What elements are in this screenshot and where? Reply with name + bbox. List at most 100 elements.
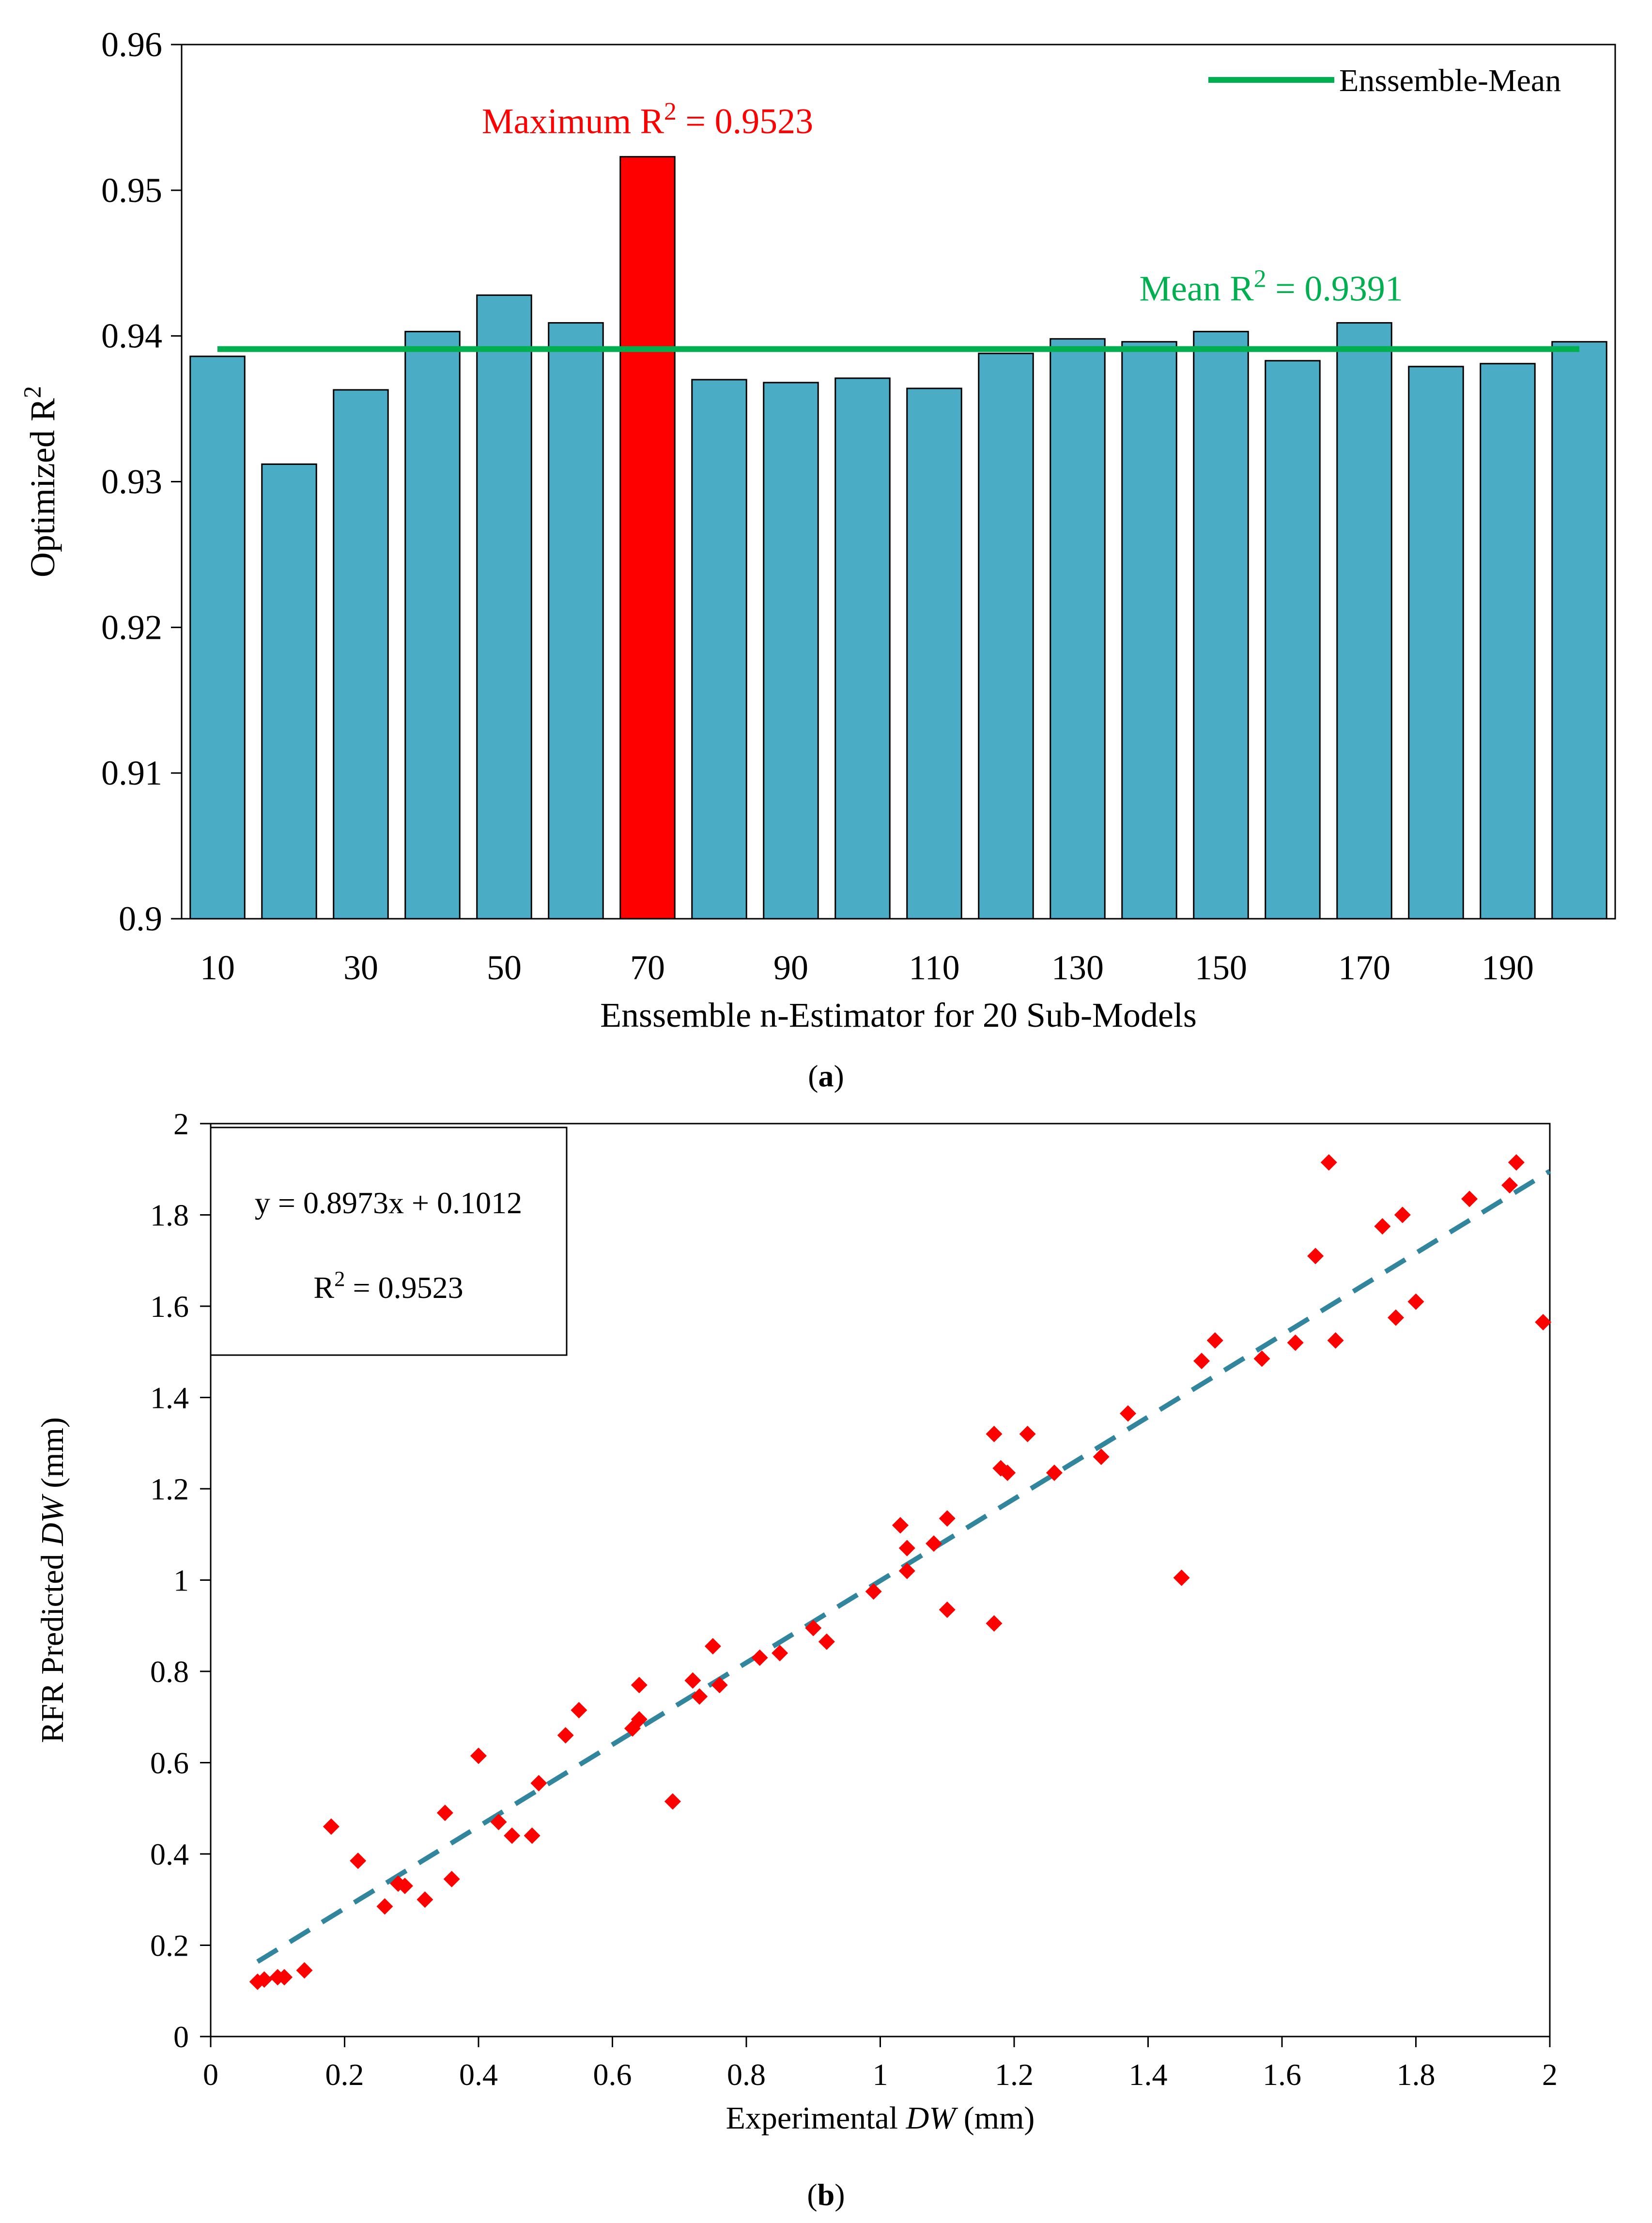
y-tick-label-b: 0.6 <box>150 1746 189 1780</box>
data-point <box>490 1814 507 1831</box>
data-point <box>999 1465 1016 1482</box>
data-point <box>530 1775 547 1791</box>
x-tick-label-a: 70 <box>630 948 665 987</box>
data-point <box>805 1620 822 1636</box>
x-tick-label-a: 190 <box>1482 948 1534 987</box>
x-tick-label-b: 0.6 <box>593 2057 632 2092</box>
data-point <box>249 1973 266 1990</box>
y-tick-label-b: 2 <box>173 1109 189 1141</box>
x-tick-label-a: 90 <box>773 948 808 987</box>
x-tick-label-a: 110 <box>909 948 959 987</box>
data-point <box>296 1962 313 1979</box>
r2-label: R2 = 0.9523 <box>313 1266 463 1305</box>
bar <box>1050 338 1106 920</box>
bar <box>763 382 819 920</box>
y-tick-label-b: 0 <box>173 2020 189 2054</box>
data-point <box>571 1702 587 1719</box>
data-point <box>986 1425 1003 1442</box>
data-point <box>1501 1177 1518 1194</box>
data-point <box>865 1583 882 1600</box>
legend-label: Enssemble-Mean <box>1339 63 1561 98</box>
data-point <box>939 1510 956 1527</box>
y-tick-label-a: 0.9 <box>119 899 162 938</box>
data-point <box>376 1898 393 1915</box>
x-tick-label-b: 0.2 <box>325 2057 364 2092</box>
data-point <box>1206 1332 1223 1349</box>
chart-b: 0 0.2 0.4 0.6 0.8 1 1.2 1.4 1.6 1.8 2 0 0.2 0.4 0.6 0.8… <box>35 1109 1558 2136</box>
equation-label: y = 0.8973x + 0.1012 <box>255 1186 522 1220</box>
bar <box>189 355 246 920</box>
x-axis-title-a: Enssemble n-Estimator for 20 Sub-Models <box>600 996 1197 1034</box>
y-tick-label-b: 1.6 <box>150 1289 189 1324</box>
x-tick-label-b: 0.8 <box>727 2057 766 2092</box>
data-point <box>504 1827 521 1844</box>
data-point <box>350 1852 367 1869</box>
bar <box>978 353 1034 920</box>
data-point <box>1307 1248 1324 1265</box>
data-point <box>691 1688 708 1705</box>
y-tick-label-a: 0.92 <box>101 608 162 647</box>
data-point <box>772 1645 788 1662</box>
y-tick-label-b: 1.8 <box>150 1198 189 1233</box>
x-tick-label-b: 1.2 <box>995 2057 1034 2092</box>
y-tick-label-b: 1.2 <box>150 1472 189 1506</box>
data-point <box>443 1870 460 1887</box>
y-tick-label-a: 0.94 <box>101 317 162 355</box>
max-annotation: Maximum R2 = 0.9523 <box>482 98 813 142</box>
x-tick-label-a: 170 <box>1338 948 1390 987</box>
data-point <box>1407 1293 1424 1310</box>
y-tick-label-a: 0.95 <box>101 171 162 210</box>
equation-box <box>210 1127 568 1356</box>
bar <box>1408 366 1464 920</box>
x-tick-label-a: 50 <box>487 948 522 987</box>
bar <box>404 331 461 920</box>
x-tick-label-b: 1.4 <box>1129 2057 1168 2092</box>
data-point <box>323 1818 340 1835</box>
caption-a-letter: a <box>818 1059 834 1093</box>
data-point <box>1388 1309 1405 1326</box>
data-point <box>1535 1313 1552 1330</box>
data-point <box>631 1677 648 1694</box>
caption-a: (a) <box>808 1059 844 1093</box>
y-tick-label-b: 1.4 <box>150 1381 189 1415</box>
x-tick-label-b: 0 <box>203 2057 218 2092</box>
x-axis-title-b: Experimental DW (mm) <box>726 2100 1035 2136</box>
data-point <box>470 1747 487 1764</box>
data-point <box>664 1793 681 1810</box>
y-axis-title-b: RFR Predicted DW (mm) <box>35 1417 70 1743</box>
bar <box>1551 341 1607 920</box>
bar <box>333 389 389 920</box>
data-point <box>986 1615 1003 1632</box>
data-point <box>1019 1425 1036 1442</box>
data-point <box>396 1877 413 1894</box>
data-point <box>1461 1190 1478 1207</box>
y-tick-label-a: 0.93 <box>101 463 162 501</box>
x-tick-label-b: 2 <box>1542 2057 1558 2092</box>
bar <box>1336 322 1392 920</box>
bar <box>1480 363 1536 920</box>
x-tick-label-a: 130 <box>1051 948 1104 987</box>
y-tick-label-b: 0.8 <box>150 1654 189 1689</box>
bar <box>476 294 532 920</box>
caption-b-letter: b <box>817 2177 835 2212</box>
data-point <box>1287 1334 1304 1351</box>
data-point <box>926 1535 942 1552</box>
data-point <box>1508 1154 1525 1171</box>
x-tick-label-b: 1.6 <box>1263 2057 1301 2092</box>
data-point <box>818 1633 835 1650</box>
caption-b: (b) <box>807 2177 845 2212</box>
y-tick-label-b: 0.2 <box>150 1929 189 1963</box>
bar <box>834 377 891 920</box>
data-point <box>1093 1449 1110 1466</box>
y-tick-label-b: 1 <box>173 1563 189 1598</box>
x-tick-label-a: 150 <box>1195 948 1247 987</box>
y-tick-label-a: 0.96 <box>101 25 162 64</box>
mean-annotation: Mean R2 = 0.9391 <box>1139 265 1403 309</box>
data-point <box>436 1805 453 1822</box>
data-point <box>276 1969 293 1986</box>
x-tick-label-b: 1.8 <box>1397 2057 1436 2092</box>
data-point <box>1193 1353 1210 1370</box>
data-point <box>939 1601 956 1618</box>
data-point <box>256 1971 273 1988</box>
x-tick-label-b: 1 <box>873 2057 888 2092</box>
